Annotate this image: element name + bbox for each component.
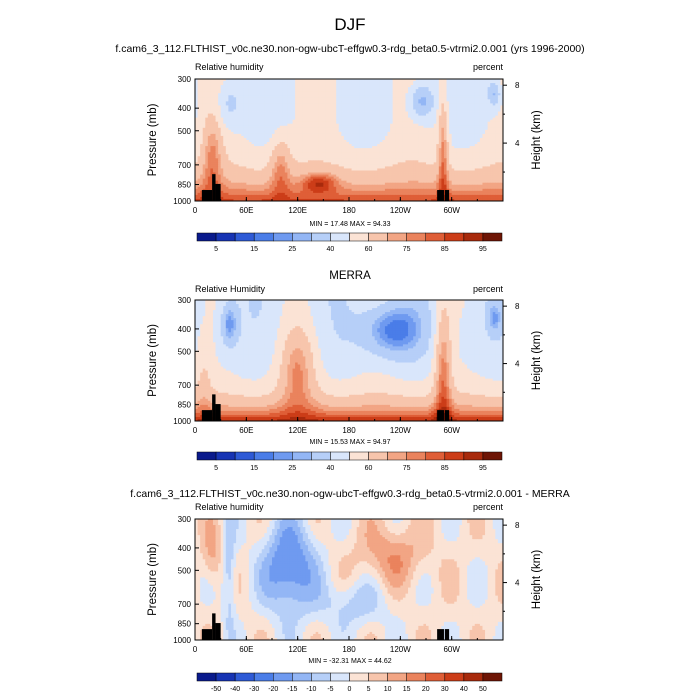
- figure: DJF f.cam6_3_112.FLTHIST_v0c.ne30.non-og…: [0, 0, 700, 700]
- panel-1: f.cam6_3_112.FLTHIST_v0c.ne30.non-ogw-ub…: [115, 43, 584, 253]
- main-title: DJF: [334, 15, 365, 34]
- heatmap-cells: [195, 79, 503, 201]
- panel-title: f.cam6_3_112.FLTHIST_v0c.ne30.non-ogw-ub…: [115, 43, 584, 55]
- right-units-label: percent: [473, 62, 504, 72]
- left-field-label: Relative humidity: [195, 62, 264, 72]
